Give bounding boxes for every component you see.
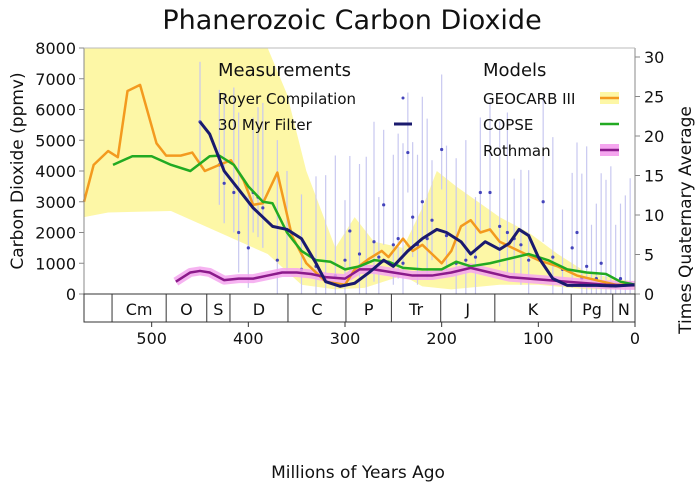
royer-data-point <box>357 252 362 256</box>
royer-data-point <box>440 147 444 152</box>
period-label: Tr <box>408 300 423 319</box>
geocarb-iii-line <box>82 83 635 287</box>
y-tick-label: 7000 <box>35 70 76 89</box>
period-label: S <box>213 300 223 319</box>
chart-title: Phanerozoic Carbon Dioxide <box>162 5 541 36</box>
legend-rothman-label: Rothman <box>483 142 551 160</box>
y2-tick-label: 30 <box>644 48 664 67</box>
royer-data-point <box>498 224 502 228</box>
royer-data-point <box>430 218 434 222</box>
y2-tick-label: 15 <box>644 167 664 186</box>
royer-data-point <box>585 264 589 268</box>
period-label: P <box>364 300 374 319</box>
royer-data-point <box>473 255 478 259</box>
royer-data-point <box>599 261 603 265</box>
y-tick-label: 4000 <box>35 162 76 181</box>
x-tick-label: 500 <box>136 329 167 348</box>
period-label: O <box>180 300 193 319</box>
legend-measurements-title: Measurements <box>218 60 351 81</box>
royer-data-point <box>505 230 509 235</box>
copse-line <box>112 154 636 286</box>
y2-tick-label: 0 <box>644 285 654 304</box>
y2-tick-label: 10 <box>644 206 664 225</box>
legend-copse-label: COPSE <box>483 116 533 134</box>
royer-data-point <box>406 150 410 155</box>
royer-data-point <box>246 246 250 250</box>
legend-royer-marker <box>401 96 405 100</box>
x-tick-label: 100 <box>523 329 554 348</box>
legend-models-title: Models <box>483 60 546 81</box>
y-tick-label: 0 <box>66 285 76 304</box>
royer-data-point <box>411 215 415 219</box>
royer-data-point <box>478 190 482 195</box>
x-tick-label: 400 <box>233 329 264 348</box>
x-axis-label: Millions of Years Ago <box>271 463 445 483</box>
y2-tick-label: 25 <box>644 88 664 107</box>
royer-data-point <box>391 243 395 247</box>
x-tick-label: 200 <box>426 329 457 348</box>
y-tick-label: 6000 <box>35 101 76 120</box>
royer-data-point <box>261 206 265 210</box>
period-label: K <box>528 300 539 319</box>
y-tick-label: 1000 <box>35 254 76 273</box>
period-label: Pg <box>582 300 602 319</box>
royer-data-point <box>575 230 579 235</box>
royer-data-point <box>551 255 555 259</box>
period-label: Cm <box>126 300 153 319</box>
y2-axis-label: Times Quaternary Average <box>676 106 696 335</box>
royer-data-point <box>541 200 545 204</box>
x-tick-label: 0 <box>630 329 640 348</box>
royer-data-point <box>420 200 424 204</box>
y2-tick-label: 5 <box>644 246 654 265</box>
royer-data-point <box>275 258 279 262</box>
royer-data-point <box>396 237 400 241</box>
royer-data-point <box>464 258 468 262</box>
legend-geocarb-label: GEOCARB III <box>483 90 575 108</box>
legend-filter-label: 30 Myr Filter <box>218 116 313 134</box>
geocarb-uncertainty-band <box>84 48 635 290</box>
period-bar <box>83 293 636 323</box>
period-label: N <box>618 300 630 319</box>
y-axis-label: Carbon Dioxide (ppmv) <box>8 72 28 269</box>
royer-data-point <box>488 190 492 195</box>
royer-data-point <box>618 277 623 281</box>
x-tick-label: 300 <box>330 329 361 348</box>
y-tick-label: 2000 <box>35 224 76 243</box>
royer-data-point <box>372 240 376 244</box>
royer-data-point <box>401 261 405 265</box>
royer-data-point <box>222 181 226 185</box>
royer-data-point <box>382 203 386 207</box>
royer-data-point <box>570 246 574 250</box>
royer-data-point <box>232 190 236 195</box>
royer-data-point <box>348 229 352 233</box>
period-label: J <box>464 300 470 319</box>
period-label: D <box>253 300 265 319</box>
30-myr-filter-line <box>198 120 636 288</box>
legend: Measurements Models Royer Compilation 30… <box>218 60 619 160</box>
y-tick-label: 5000 <box>35 131 76 150</box>
period-label: C <box>311 300 322 319</box>
royer-data-point <box>377 255 381 259</box>
royer-data-point <box>237 230 241 235</box>
legend-royer-label: Royer Compilation <box>218 90 356 108</box>
y-tick-label: 8000 <box>35 39 76 58</box>
y2-tick-label: 20 <box>644 127 664 146</box>
royer-data-point <box>519 243 523 247</box>
royer-data-point <box>343 258 347 262</box>
royer-data-point <box>527 258 531 262</box>
y-tick-label: 3000 <box>35 193 76 212</box>
